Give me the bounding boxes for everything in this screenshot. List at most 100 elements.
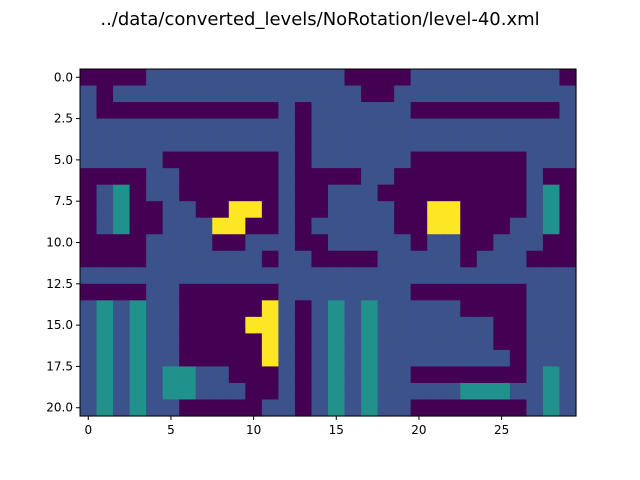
heatmap-cell [344, 349, 362, 368]
heatmap-cell [146, 168, 164, 186]
heatmap-cell [162, 118, 180, 136]
heatmap-cell [195, 316, 213, 334]
heatmap-cell [294, 234, 313, 252]
heatmap-cell [245, 366, 263, 384]
heatmap-cell [344, 267, 362, 285]
heatmap-cell [278, 399, 296, 417]
heatmap-cell [443, 349, 461, 368]
heatmap-cell [278, 234, 296, 252]
heatmap-cell [146, 333, 164, 351]
heatmap-cell [476, 85, 494, 103]
heatmap-cell [311, 102, 329, 120]
heatmap-cell [394, 283, 412, 301]
heatmap-cell [311, 333, 329, 351]
y-tick-label: 7.5 [54, 194, 73, 208]
heatmap-cell [427, 333, 445, 351]
heatmap-cell [294, 217, 313, 235]
heatmap-cell [195, 69, 213, 87]
heatmap-cell [427, 349, 445, 368]
heatmap-cell [361, 102, 379, 120]
heatmap-cell [195, 349, 213, 368]
heatmap-cell [146, 135, 164, 153]
heatmap-cell [443, 316, 461, 334]
heatmap-cell [179, 366, 197, 384]
heatmap-cell [96, 184, 114, 202]
heatmap-cell [509, 366, 527, 384]
heatmap-cell [559, 118, 577, 136]
heatmap-cell [129, 217, 147, 235]
heatmap-cell [542, 234, 561, 252]
heatmap-cell [410, 118, 428, 136]
heatmap-cell [493, 399, 511, 417]
heatmap-cell [96, 399, 114, 417]
heatmap-cell [294, 399, 313, 417]
heatmap-cell [294, 69, 313, 87]
heatmap-cell [427, 217, 445, 235]
heatmap-cell [476, 333, 494, 351]
heatmap-cell [311, 250, 329, 268]
heatmap-cell [179, 300, 197, 318]
heatmap-cell [460, 316, 478, 334]
heatmap-cell [476, 234, 494, 252]
heatmap-cell [311, 382, 329, 401]
heatmap-cell [261, 85, 279, 103]
heatmap-cell [377, 217, 395, 235]
heatmap-cell [80, 316, 98, 334]
heatmap-cells [80, 69, 577, 417]
heatmap-cell [377, 399, 395, 417]
heatmap-cell [96, 283, 114, 301]
heatmap-cell [526, 184, 544, 202]
heatmap-cell [410, 366, 428, 384]
heatmap-cell [509, 135, 527, 153]
heatmap-cell [278, 283, 296, 301]
heatmap-cell [344, 333, 362, 351]
heatmap-cell [460, 85, 478, 103]
heatmap-cell [195, 135, 213, 153]
heatmap-cell [113, 382, 131, 401]
heatmap-cell [377, 135, 395, 153]
heatmap-cell [509, 201, 527, 219]
heatmap-cell [328, 118, 346, 136]
heatmap-cell [344, 234, 362, 252]
heatmap-cell [179, 234, 197, 252]
heatmap-cell [493, 333, 511, 351]
heatmap-cell [278, 201, 296, 219]
heatmap-cell [228, 201, 246, 219]
heatmap-cell [394, 184, 412, 202]
heatmap-cell [427, 382, 445, 401]
heatmap-cell [476, 316, 494, 334]
heatmap-cell [245, 399, 263, 417]
heatmap-cell [377, 382, 395, 401]
heatmap-cell [261, 333, 279, 351]
heatmap-cell [427, 102, 445, 120]
heatmap-cell [80, 349, 98, 368]
heatmap-cell [261, 399, 279, 417]
heatmap-cell [394, 366, 412, 384]
heatmap-cell [228, 349, 246, 368]
heatmap-cell [394, 69, 412, 87]
heatmap-cell [509, 267, 527, 285]
heatmap-cell [80, 184, 98, 202]
heatmap-cell [559, 300, 577, 318]
heatmap-cell [146, 316, 164, 334]
heatmap-cell [129, 234, 147, 252]
heatmap-cell [228, 283, 246, 301]
heatmap-cell [328, 382, 346, 401]
heatmap-cell [410, 168, 428, 186]
heatmap-cell [328, 267, 346, 285]
heatmap-cell [179, 283, 197, 301]
heatmap-cell [261, 151, 279, 169]
heatmap-cell [146, 85, 164, 103]
heatmap-cell [179, 184, 197, 202]
x-tick-label: 10 [246, 423, 261, 437]
heatmap-cell [476, 118, 494, 136]
heatmap-cell [96, 366, 114, 384]
heatmap-cell [311, 366, 329, 384]
heatmap-cell [344, 151, 362, 169]
heatmap-cell [278, 135, 296, 153]
heatmap-cell [146, 201, 164, 219]
heatmap-cell [344, 399, 362, 417]
heatmap-cell [328, 201, 346, 219]
heatmap-cell [361, 217, 379, 235]
heatmap-cell [245, 333, 263, 351]
